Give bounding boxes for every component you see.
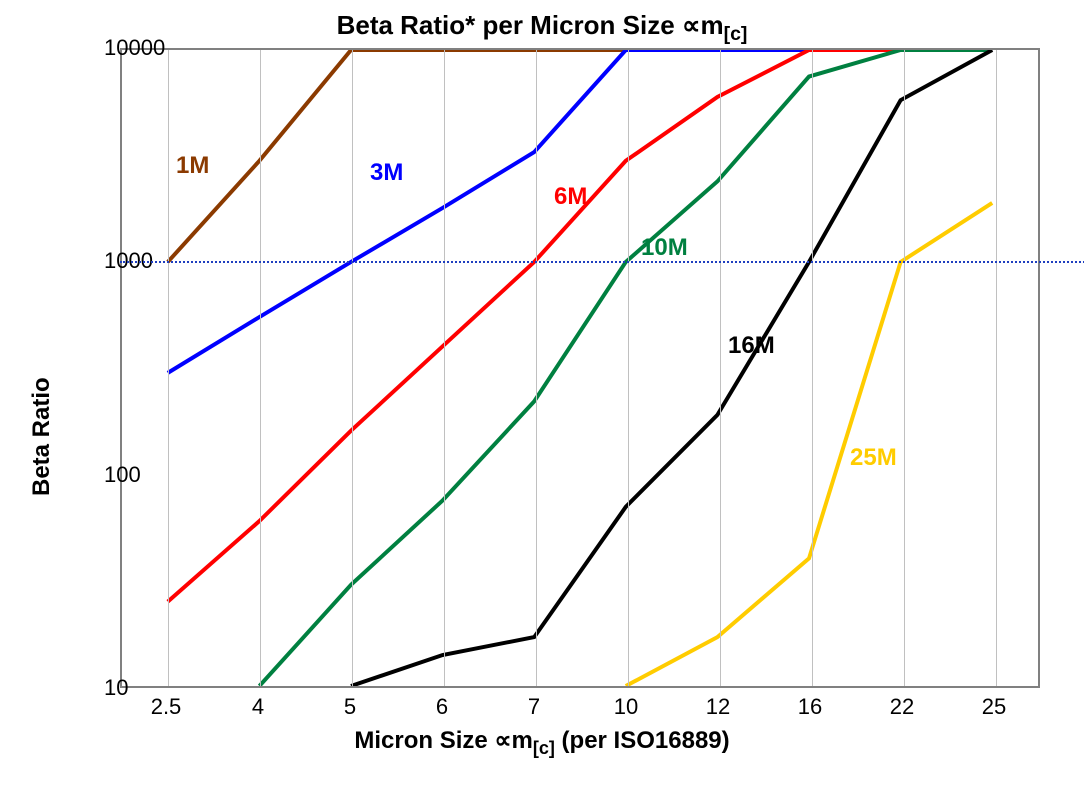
y-axis-label: Beta Ratio [28, 377, 56, 496]
x-tick-label: 4 [252, 688, 264, 720]
x-tick-label: 10 [614, 688, 638, 720]
series-label: 1M [176, 152, 209, 180]
gridline-v [628, 50, 629, 686]
series-line [168, 50, 992, 602]
x-axis-label: Micron Size ∝m[c] (per ISO16889) [0, 726, 1084, 759]
gridline-v [352, 50, 353, 686]
gridline-v [260, 50, 261, 686]
x-tick-label: 2.5 [151, 688, 182, 720]
series-label: 10M [641, 234, 688, 262]
x-tick-label: 22 [890, 688, 914, 720]
x-tick-label: 25 [982, 688, 1006, 720]
series-line [626, 203, 992, 686]
reference-line [120, 261, 1084, 263]
series-label: 25M [850, 444, 897, 472]
plot-area [120, 48, 1040, 688]
series-label: 16M [728, 332, 775, 360]
chart-title-text: Beta Ratio* per Micron Size ∝m[c] [337, 10, 748, 40]
y-tick-label: 10000 [104, 35, 112, 61]
gridline-v [444, 50, 445, 686]
x-axis-label-text: Micron Size ∝m[c] (per ISO16889) [354, 727, 729, 754]
series-line [351, 50, 992, 686]
y-tick-label: 1000 [104, 248, 112, 274]
series-label: 6M [554, 183, 587, 211]
y-axis-label-text: Beta Ratio [28, 377, 55, 496]
y-tick-label: 10 [104, 675, 112, 701]
gridline-v [996, 50, 997, 686]
chart-container: Beta Ratio* per Micron Size ∝m[c] Beta R… [0, 0, 1084, 798]
x-tick-label: 7 [528, 688, 540, 720]
x-tick-label: 16 [798, 688, 822, 720]
gridline-v [720, 50, 721, 686]
gridline-v [904, 50, 905, 686]
x-tick-label: 12 [706, 688, 730, 720]
series-line [259, 50, 992, 686]
gridline-v [536, 50, 537, 686]
series-label: 3M [370, 159, 403, 187]
gridline-v [812, 50, 813, 686]
gridline-v [168, 50, 169, 686]
y-tick-label: 100 [104, 462, 112, 488]
x-tick-label: 5 [344, 688, 356, 720]
x-tick-label: 6 [436, 688, 448, 720]
